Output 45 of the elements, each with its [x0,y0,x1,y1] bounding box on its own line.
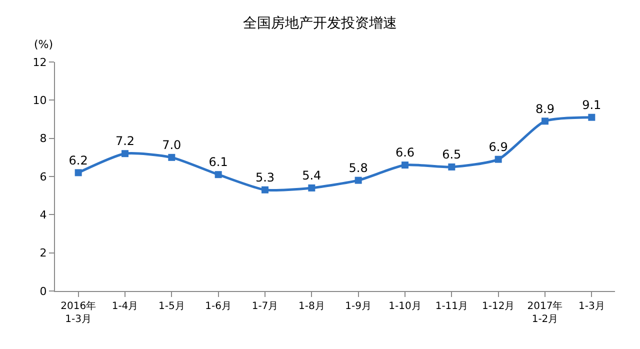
text: 6.2 [68,153,88,168]
y-tick-label: 0 [40,284,47,298]
text: 6.1 [208,155,228,170]
point [448,163,456,170]
x-tick-label: 2016年 1-3月 [60,300,96,325]
text: 8.9 [535,102,555,116]
x-tick-label: 1-5月 [158,301,185,312]
point [494,156,502,163]
y-tick-label: 10 [32,94,47,108]
x-tick-label: 1-9月 [345,301,372,312]
text: 6.5 [442,148,462,162]
x-tick-label: 1-12月 [482,301,515,312]
text: 7.2 [115,134,135,148]
text: 9.1 [582,98,602,112]
point [542,118,548,125]
x-tick-label: 2017年 1-2月 [527,300,563,325]
x-tick-label: 1-6月 [205,301,232,312]
text: 7.0 [162,138,182,152]
point [354,176,362,184]
y-tick-label: 6 [40,170,47,184]
y-tick-label: 8 [40,132,47,146]
x-tick-label: 1-7月 [252,301,278,312]
point [402,162,408,169]
point [74,169,82,176]
text: 6.6 [395,146,415,160]
text: 5.8 [348,160,368,175]
point [168,154,176,161]
point [122,150,128,158]
x-tick-label: 1-3月 [578,301,605,312]
text: 5.3 [255,170,275,184]
point [588,114,596,121]
chart-title: 全国房地产开发投资增速 [243,15,397,32]
x-tick-label: 1-11月 [435,301,468,312]
point [214,171,222,178]
x-tick-label: 1-4月 [112,301,138,312]
y-tick-label: 12 [32,56,47,69]
y-tick-label: 4 [40,208,47,222]
y-axis-title: (%) [34,38,54,51]
point [308,184,316,192]
x-tick-label: 1-10月 [388,301,422,312]
text: 5.4 [302,168,322,183]
x-tick-label: 1-8月 [298,301,325,312]
text: 6.9 [488,140,508,154]
point [262,186,268,194]
y-tick-label: 2 [40,246,47,260]
